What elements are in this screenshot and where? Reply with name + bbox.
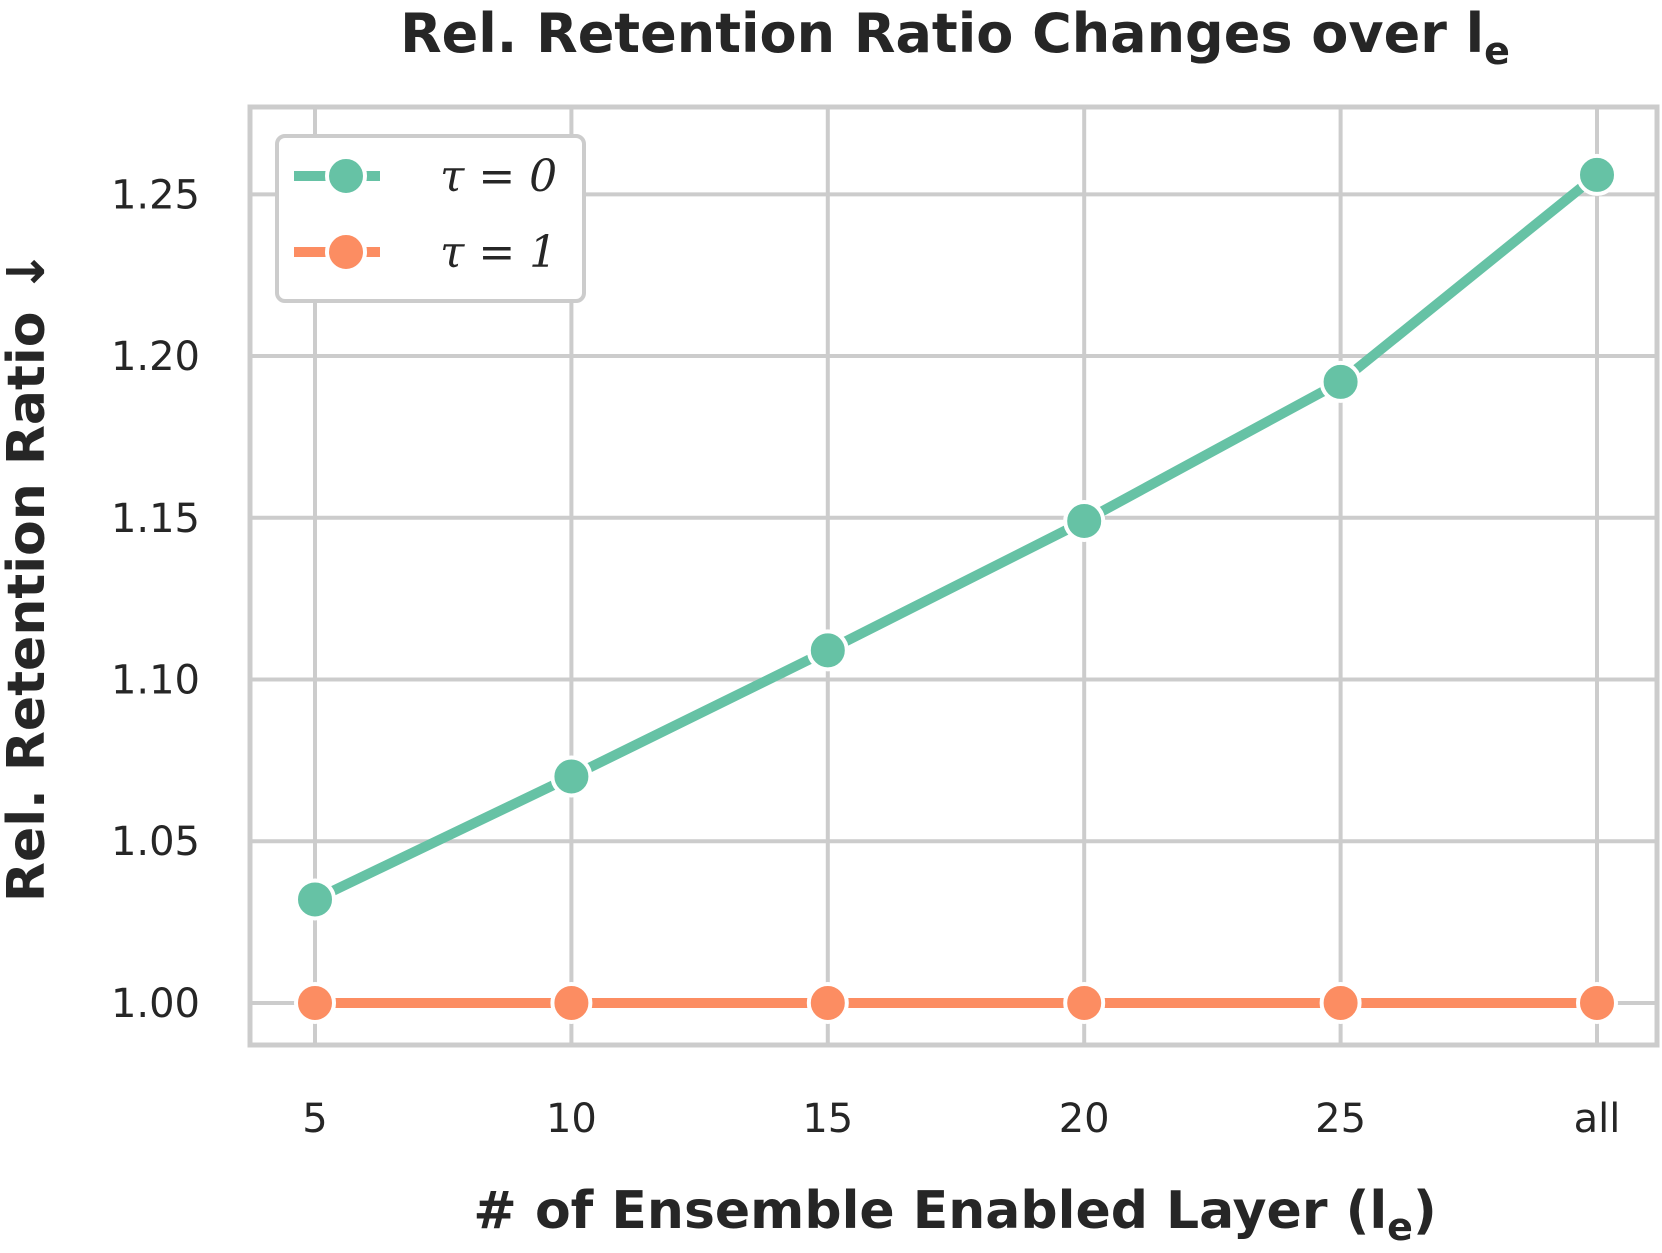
series-point <box>550 755 593 798</box>
x-tick-label: 25 <box>1315 1096 1366 1142</box>
x-tick-label: all <box>1574 1096 1621 1142</box>
y-tick-label: 1.15 <box>111 496 200 542</box>
legend-label: τ = 0 <box>440 151 557 202</box>
y-tick-label: 1.10 <box>111 658 200 704</box>
series-point <box>1319 981 1362 1024</box>
series-point <box>806 629 849 672</box>
series-point <box>294 878 336 921</box>
y-tick-label: 1.20 <box>111 334 200 380</box>
chart-title-subscript: e <box>1484 29 1510 73</box>
series-point <box>1063 500 1106 543</box>
series-group <box>294 981 1618 1024</box>
series-line <box>310 169 1602 905</box>
series-point <box>1319 360 1362 403</box>
y-tick-label: 1.25 <box>111 172 200 218</box>
series-point <box>550 981 593 1024</box>
x-tick-label: 10 <box>546 1096 597 1142</box>
y-tick-label: 1.05 <box>111 819 200 865</box>
y-tick-labels: 1.00 1.05 1.10 1.15 1.20 1.25 <box>111 172 200 1027</box>
series-point <box>1063 981 1106 1024</box>
x-tick-labels: 5 10 15 20 25 all <box>302 1096 1620 1142</box>
chart-title: Rel. Retention Ratio Changes over le <box>400 2 1510 73</box>
x-axis-label: # of Ensemble Enabled Layer (le) <box>473 1181 1436 1249</box>
legend-label: τ = 1 <box>440 227 557 278</box>
x-axis-label-subscript: e <box>1387 1205 1413 1249</box>
y-axis-label: Rel. Retention Ratio ↓ <box>0 250 57 902</box>
series-layer <box>294 153 1618 1024</box>
y-tick-label: 1.00 <box>111 981 200 1027</box>
series-point <box>294 981 336 1024</box>
series-point <box>1576 153 1618 196</box>
legend-swatch-marker <box>325 231 367 273</box>
plot-frame <box>247 104 1660 1048</box>
x-tick-label: 15 <box>802 1096 853 1142</box>
x-axis-label-suffix: ) <box>1413 1181 1437 1241</box>
x-tick-label: 5 <box>302 1096 327 1142</box>
series-group <box>294 153 1618 921</box>
series-point <box>1576 981 1618 1024</box>
x-tick-label: 20 <box>1059 1096 1110 1142</box>
series-point <box>806 981 849 1024</box>
legend: τ = 0 τ = 1 <box>275 134 586 303</box>
legend-swatch-marker <box>325 155 367 197</box>
